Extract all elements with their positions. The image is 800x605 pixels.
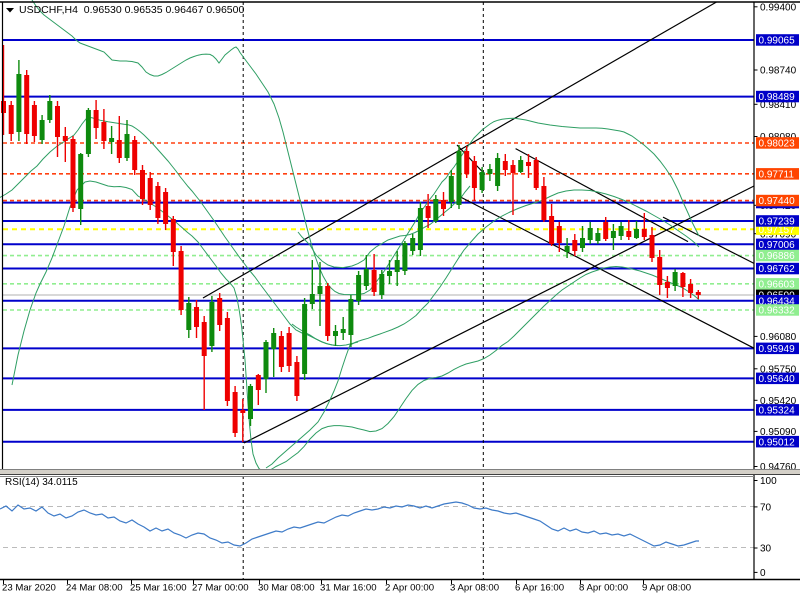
svg-text:3 Apr 08:00: 3 Apr 08:00 <box>450 582 499 593</box>
svg-text:0.96603: 0.96603 <box>759 279 796 290</box>
svg-text:6 Apr 16:00: 6 Apr 16:00 <box>515 582 564 593</box>
svg-text:0.96080: 0.96080 <box>760 332 797 343</box>
svg-text:2 Apr 00:00: 2 Apr 00:00 <box>385 582 434 593</box>
svg-text:0.95640: 0.95640 <box>759 374 796 385</box>
svg-text:25 Mar 16:00: 25 Mar 16:00 <box>130 582 187 593</box>
svg-text:0.96332: 0.96332 <box>759 306 796 317</box>
svg-text:0.98410: 0.98410 <box>760 100 797 111</box>
svg-text:0.98740: 0.98740 <box>760 66 797 77</box>
svg-text:0.98489: 0.98489 <box>759 92 796 103</box>
svg-text:0.97440: 0.97440 <box>759 196 796 207</box>
svg-text:23 Mar 2020: 23 Mar 2020 <box>2 582 56 593</box>
svg-text:0.95750: 0.95750 <box>760 364 797 375</box>
svg-text:70: 70 <box>760 503 772 514</box>
svg-text:0.97239: 0.97239 <box>759 217 796 228</box>
svg-text:31 Mar 16:00: 31 Mar 16:00 <box>320 582 377 593</box>
svg-text:0.96886: 0.96886 <box>759 251 796 262</box>
svg-text:0.97157: 0.97157 <box>759 225 796 236</box>
svg-text:0.95012: 0.95012 <box>759 437 796 448</box>
svg-text:0: 0 <box>760 568 766 579</box>
svg-text:100: 100 <box>760 476 777 487</box>
svg-text:0.95420: 0.95420 <box>760 396 797 407</box>
svg-text:0.98023: 0.98023 <box>759 139 796 150</box>
svg-text:30: 30 <box>760 544 772 555</box>
svg-text:0.95090: 0.95090 <box>760 427 797 438</box>
svg-text:0.99400: 0.99400 <box>760 2 797 13</box>
svg-text:USDCHF,H4 0.96530 0.96535 0.9: USDCHF,H4 0.96530 0.96535 0.96467 0.9650… <box>19 4 244 16</box>
svg-text:0.97006: 0.97006 <box>759 240 796 251</box>
svg-text:RSI(14) 34.0115: RSI(14) 34.0115 <box>5 477 78 488</box>
svg-text:27 Mar 00:00: 27 Mar 00:00 <box>192 582 249 593</box>
svg-text:0.99065: 0.99065 <box>759 36 796 47</box>
svg-text:24 Mar 08:00: 24 Mar 08:00 <box>66 582 123 593</box>
svg-text:30 Mar 08:00: 30 Mar 08:00 <box>258 582 315 593</box>
svg-text:9 Apr 08:00: 9 Apr 08:00 <box>642 582 691 593</box>
svg-text:0.95324: 0.95324 <box>759 406 796 417</box>
svg-text:0.97711: 0.97711 <box>759 169 795 180</box>
svg-text:0.95949: 0.95949 <box>759 344 796 355</box>
svg-text:0.96434: 0.96434 <box>759 296 796 307</box>
svg-text:0.96762: 0.96762 <box>759 264 796 275</box>
svg-text:8 Apr 00:00: 8 Apr 00:00 <box>579 582 628 593</box>
svg-text:0.94760: 0.94760 <box>760 462 797 473</box>
